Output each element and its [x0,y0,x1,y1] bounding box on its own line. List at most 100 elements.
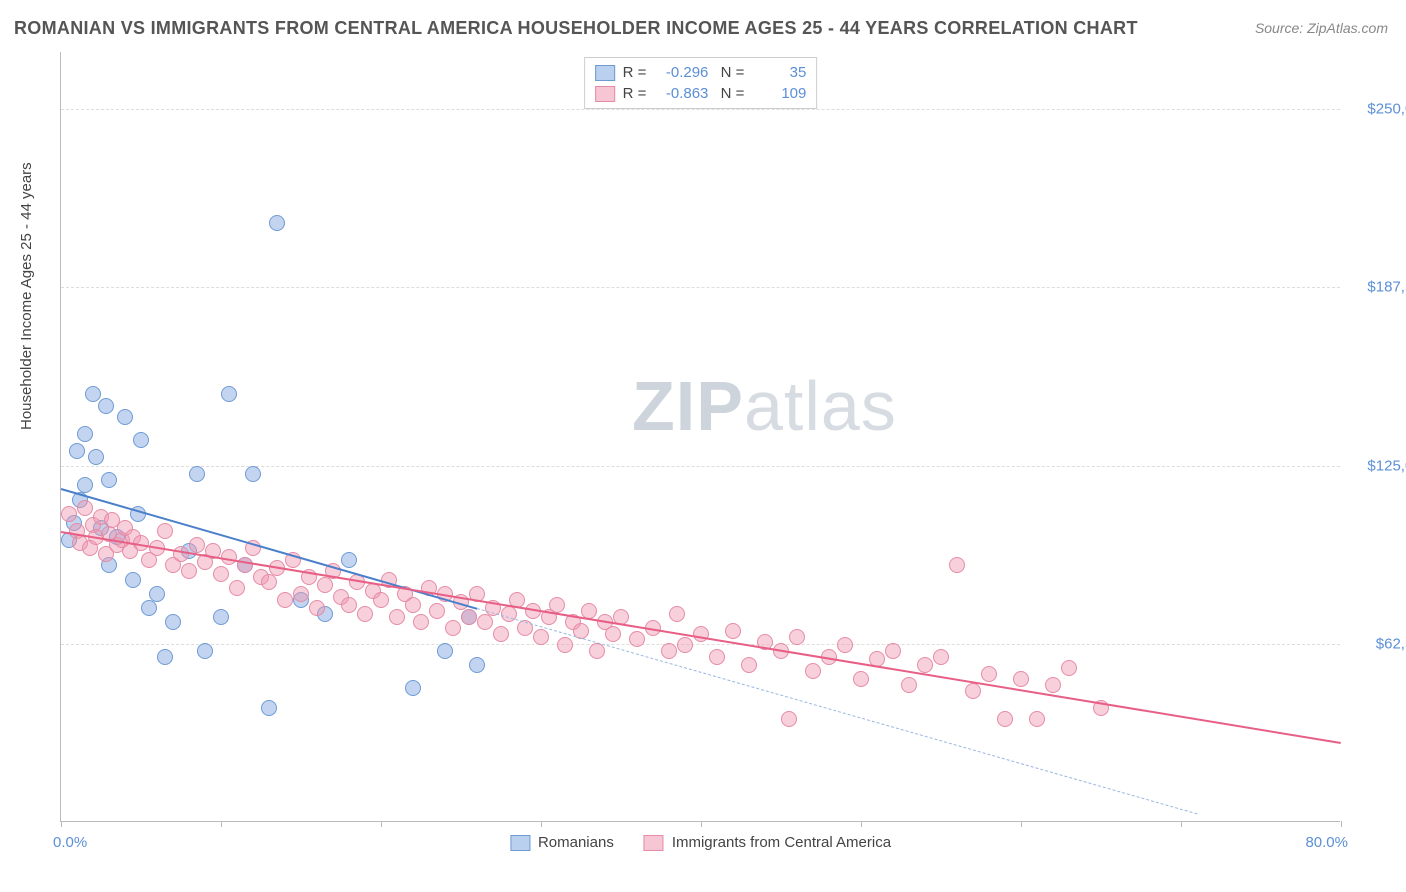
data-point [965,683,981,699]
gridline [61,109,1340,110]
swatch-central-america [644,835,664,851]
x-axis-max-label: 80.0% [1305,834,1348,851]
trend-line [61,531,1341,744]
data-point [125,572,141,588]
data-point [117,409,133,425]
data-point [133,432,149,448]
r-value-central-america: -0.863 [654,85,708,102]
r-label: R = [623,85,647,102]
data-point [293,586,309,602]
data-point [261,700,277,716]
data-point [709,649,725,665]
watermark: ZIPatlas [632,366,897,446]
data-point [677,637,693,653]
x-tick-mark [1181,821,1182,827]
data-point [101,472,117,488]
data-point [88,449,104,465]
legend-item: Romanians [510,834,614,851]
data-point [197,643,213,659]
data-point [389,609,405,625]
data-point [837,637,853,653]
gridline [61,644,1340,645]
data-point [741,657,757,673]
data-point [1013,671,1029,687]
data-point [429,603,445,619]
data-point [997,711,1013,727]
data-point [533,629,549,645]
data-point [405,597,421,613]
data-point [141,600,157,616]
y-axis-label: Householder Income Ages 25 - 44 years [18,162,35,430]
legend-item: Immigrants from Central America [644,834,891,851]
data-point [61,506,77,522]
data-point [317,577,333,593]
data-point [605,626,621,642]
data-point [853,671,869,687]
data-point [493,626,509,642]
data-point [309,600,325,616]
legend-label-romanians: Romanians [538,834,614,851]
data-point [781,711,797,727]
data-point [477,614,493,630]
x-tick-mark [221,821,222,827]
data-point [245,466,261,482]
data-point [165,614,181,630]
plot-area: ZIPatlas R = -0.296 N = 35 R = -0.863 N … [60,52,1340,822]
data-point [357,606,373,622]
gridline [61,287,1340,288]
legend-stats: R = -0.296 N = 35 R = -0.863 N = 109 [584,57,818,109]
data-point [157,649,173,665]
x-tick-mark [541,821,542,827]
data-point [445,620,461,636]
x-tick-mark [1021,821,1022,827]
data-point [341,597,357,613]
data-point [629,631,645,647]
y-tick-label: $250,000 [1350,101,1406,118]
y-tick-label: $125,000 [1350,457,1406,474]
data-point [589,643,605,659]
legend-stats-row: R = -0.296 N = 35 [595,62,807,83]
x-axis-min-label: 0.0% [53,834,87,851]
data-point [173,546,189,562]
data-point [1029,711,1045,727]
data-point [221,386,237,402]
watermark-atlas: atlas [744,367,897,445]
data-point [789,629,805,645]
data-point [917,657,933,673]
data-point [157,523,173,539]
x-tick-mark [861,821,862,827]
data-point [181,563,197,579]
n-value-central-america: 109 [752,85,806,102]
legend-series: Romanians Immigrants from Central Americ… [510,834,891,851]
data-point [805,663,821,679]
data-point [1045,677,1061,693]
data-point [661,643,677,659]
data-point [437,643,453,659]
data-point [213,609,229,625]
data-point [461,609,477,625]
legend-label-central-america: Immigrants from Central America [672,834,891,851]
data-point [933,649,949,665]
x-tick-mark [701,821,702,827]
chart-title: ROMANIAN VS IMMIGRANTS FROM CENTRAL AMER… [14,18,1138,39]
swatch-romanians [595,65,615,81]
data-point [77,426,93,442]
legend-stats-row: R = -0.863 N = 109 [595,83,807,104]
data-point [1061,660,1077,676]
swatch-romanians [510,835,530,851]
data-point [189,537,205,553]
data-point [77,500,93,516]
data-point [77,477,93,493]
data-point [261,574,277,590]
data-point [557,637,573,653]
data-point [405,680,421,696]
data-point [981,666,997,682]
data-point [725,623,741,639]
data-point [669,606,685,622]
n-value-romanians: 35 [752,64,806,81]
source-credit: Source: ZipAtlas.com [1255,20,1388,36]
data-point [213,566,229,582]
x-tick-mark [1341,821,1342,827]
n-label: N = [716,85,744,102]
swatch-central-america [595,86,615,102]
